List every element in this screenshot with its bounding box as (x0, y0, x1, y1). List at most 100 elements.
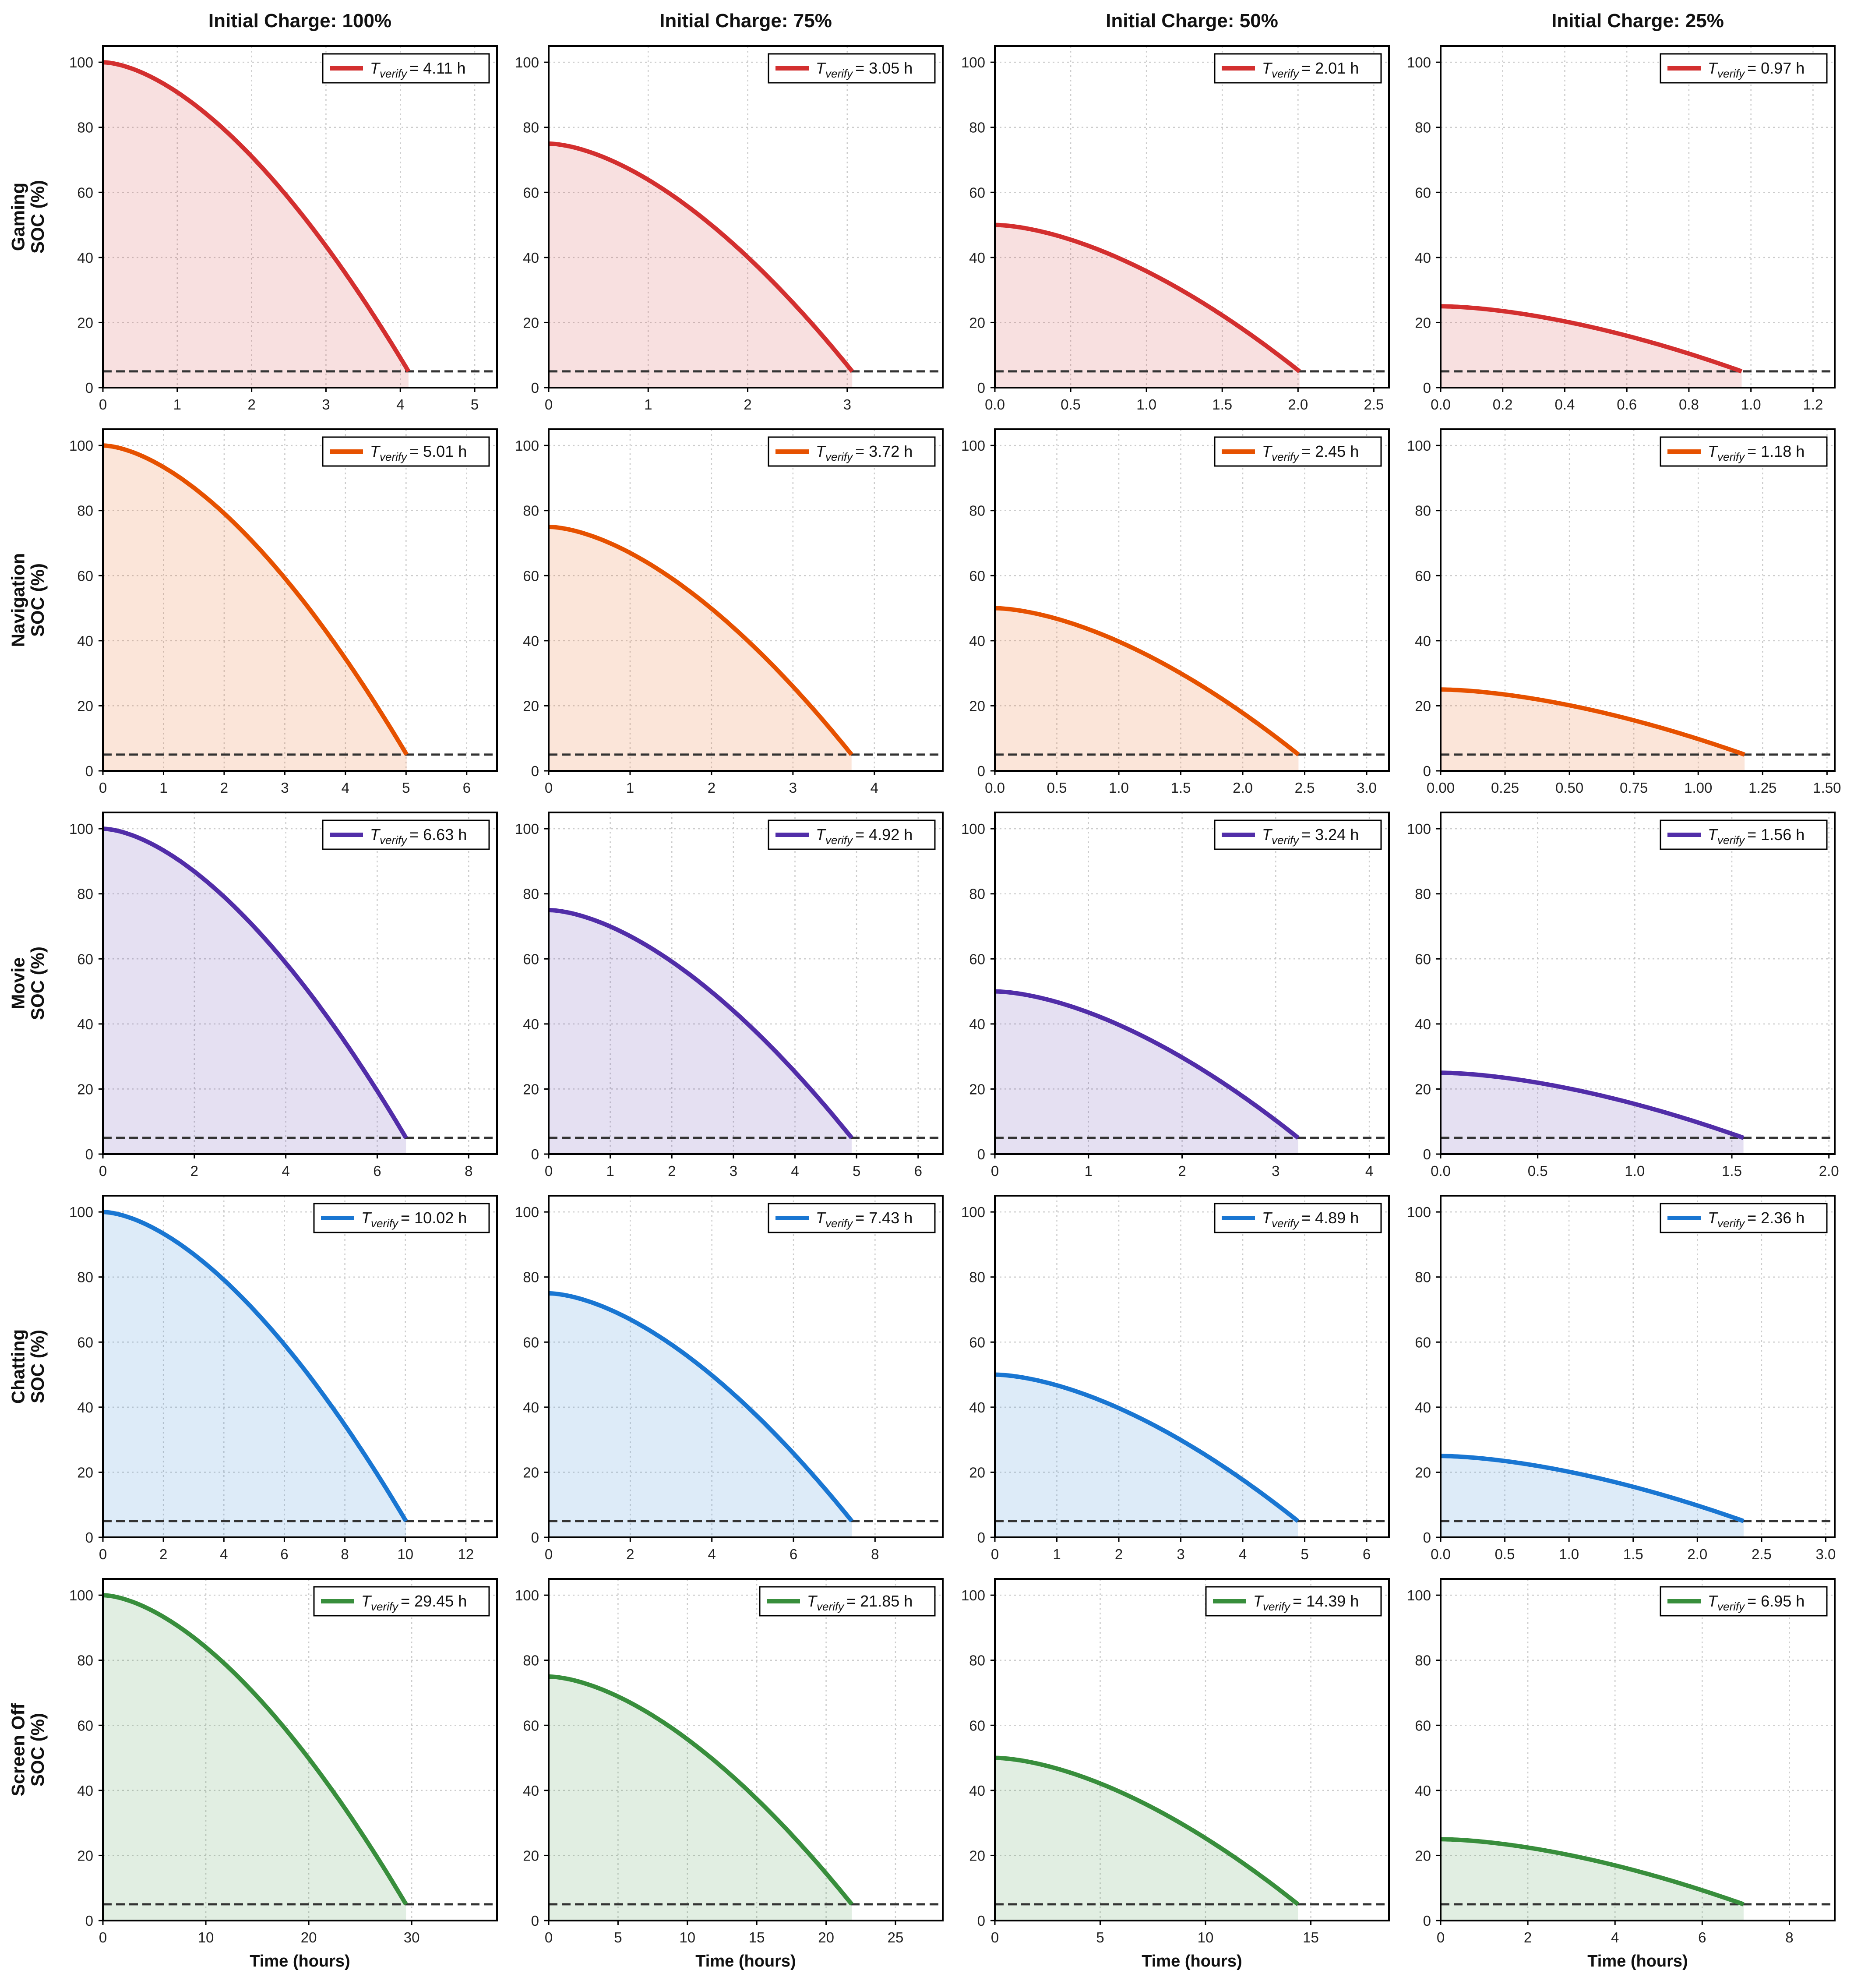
legend-value: = 1.18 h (1747, 442, 1805, 460)
x-tick-label: 1 (644, 396, 652, 413)
y-tick-label: 20 (969, 1464, 985, 1480)
x-tick-label: 8 (465, 1163, 472, 1179)
panel-4-1: 0 20 40 60 80 100 0 5 10 15 20 25 Tverify = 21.85 h Ti… (515, 1578, 944, 1970)
x-tick-label: 0.25 (1491, 780, 1519, 796)
soc-curve (1440, 1070, 1745, 1140)
soc-curve (102, 1593, 408, 1906)
soc-area-fill (1441, 1073, 1744, 1154)
legend-value: = 5.01 h (409, 442, 467, 460)
x-tick-label: 4 (220, 1546, 228, 1562)
x-tick-label: 0 (991, 1163, 999, 1179)
soc-area-fill (1441, 1456, 1744, 1537)
x-tick-label: 2.0 (1819, 1163, 1839, 1179)
row-label-ylabel: SOC (%) (27, 563, 48, 637)
legend-value: = 2.36 h (1747, 1209, 1805, 1227)
legend-value: = 10.02 h (401, 1209, 467, 1227)
x-tick-label: 4 (282, 1163, 289, 1179)
x-axis-label: Time (hours) (250, 1952, 350, 1970)
x-tick-label: 4 (708, 1546, 716, 1562)
y-tick-label: 60 (1415, 184, 1431, 201)
y-tick-label: 0 (977, 1146, 985, 1162)
y-tick-label: 20 (523, 1081, 539, 1097)
legend-label: Tverify = 29.45 h (361, 1592, 467, 1613)
y-tick-label: 40 (969, 633, 985, 649)
row-label-category: Chatting (8, 1329, 28, 1404)
legend-label: Tverify = 10.02 h (361, 1209, 467, 1230)
y-tick-label: 60 (77, 184, 93, 201)
row-label-category: Navigation (8, 553, 28, 647)
legend-subscript: verify (825, 1217, 853, 1230)
x-tick-label: 1.00 (1684, 780, 1712, 796)
legend-subscript: verify (825, 67, 853, 80)
y-tick-label: 0 (531, 1529, 539, 1546)
y-tick-label: 100 (69, 1204, 93, 1220)
legend-label: Tverify = 4.89 h (1262, 1209, 1359, 1230)
legend-label: Tverify = 0.97 h (1708, 59, 1805, 80)
x-tick-label: 1.0 (1109, 780, 1129, 796)
soc-curve (994, 1755, 1300, 1906)
panel-2-0: 0 20 40 60 80 100 0 2 4 6 8 Tverify = 6.63 h (69, 812, 498, 1179)
x-tick-label: 3 (789, 780, 797, 796)
y-tick-label: 40 (969, 1783, 985, 1799)
legend-box (1205, 1586, 1382, 1617)
x-tick-label: 10 (198, 1929, 214, 1946)
x-tick-label: 6 (790, 1546, 797, 1562)
legend-label: Tverify = 2.36 h (1708, 1209, 1805, 1230)
y-tick-label: 40 (77, 1783, 93, 1799)
y-tick-label: 60 (1415, 568, 1431, 584)
axes-frame (102, 45, 498, 388)
y-tick-label: 60 (1415, 951, 1431, 967)
y-tick-label: 100 (961, 54, 985, 71)
x-tick-label: 3 (843, 396, 851, 413)
soc-curve (994, 606, 1300, 756)
legend-subscript: verify (380, 450, 408, 463)
x-tick-label: 4 (791, 1163, 799, 1179)
soc-area-fill (549, 143, 853, 388)
y-tick-label: 60 (77, 1334, 93, 1350)
legend-symbol: T (1262, 442, 1273, 460)
y-tick-label: 100 (1407, 821, 1431, 837)
x-tick-label: 10 (1198, 1929, 1214, 1946)
panel-1-0: 0 20 40 60 80 100 0 1 2 3 4 5 6 Tverify = 5.01 h (69, 428, 498, 796)
y-tick-label: 20 (77, 314, 93, 331)
legend-subscript: verify (1717, 833, 1745, 847)
y-tick-label: 0 (85, 380, 93, 396)
legend-subscript: verify (825, 450, 853, 463)
legend-label: Tverify = 7.43 h (816, 1209, 913, 1230)
legend-symbol: T (816, 826, 827, 844)
row-label-3: ChattingSOC (%) (8, 1329, 48, 1404)
x-tick-label: 0.5 (1528, 1163, 1548, 1179)
x-tick-label: 2 (1178, 1163, 1186, 1179)
y-tick-label: 100 (515, 1204, 539, 1220)
y-tick-label: 60 (523, 1334, 539, 1350)
x-tick-label: 2 (1524, 1929, 1532, 1946)
x-tick-label: 4 (342, 780, 349, 796)
x-tick-label: 6 (280, 1546, 288, 1562)
legend-symbol: T (1708, 826, 1719, 844)
y-tick-label: 80 (77, 120, 93, 136)
y-tick-label: 80 (523, 1653, 539, 1669)
x-tick-label: 1.25 (1748, 780, 1776, 796)
y-tick-label: 20 (77, 698, 93, 714)
axes-frame (1440, 428, 1836, 772)
legend-value: = 3.72 h (855, 442, 913, 460)
axes-frame (994, 812, 1390, 1155)
soc-area-fill (995, 991, 1298, 1154)
row-label-1: NavigationSOC (%) (8, 553, 48, 647)
soc-curve (1440, 1454, 1745, 1523)
y-tick-label: 80 (1415, 1269, 1431, 1285)
x-tick-label: 3.0 (1816, 1546, 1836, 1562)
y-tick-label: 0 (531, 1146, 539, 1162)
legend-symbol: T (807, 1592, 818, 1610)
y-tick-label: 20 (77, 1081, 93, 1097)
panel-1-2: 0 20 40 60 80 100 0.0 0.5 1.0 1.5 2.0 2.5 3.0 Tverify… (961, 428, 1390, 796)
y-tick-label: 20 (1415, 698, 1431, 714)
y-tick-label: 60 (969, 568, 985, 584)
y-tick-label: 0 (531, 763, 539, 779)
x-tick-label: 0.8 (1679, 396, 1699, 413)
y-tick-label: 100 (515, 438, 539, 454)
legend-value: = 29.45 h (401, 1592, 467, 1610)
legend-label: Tverify = 3.24 h (1262, 826, 1359, 847)
x-tick-label: 1 (626, 780, 634, 796)
row-label-ylabel: SOC (%) (27, 1330, 48, 1403)
